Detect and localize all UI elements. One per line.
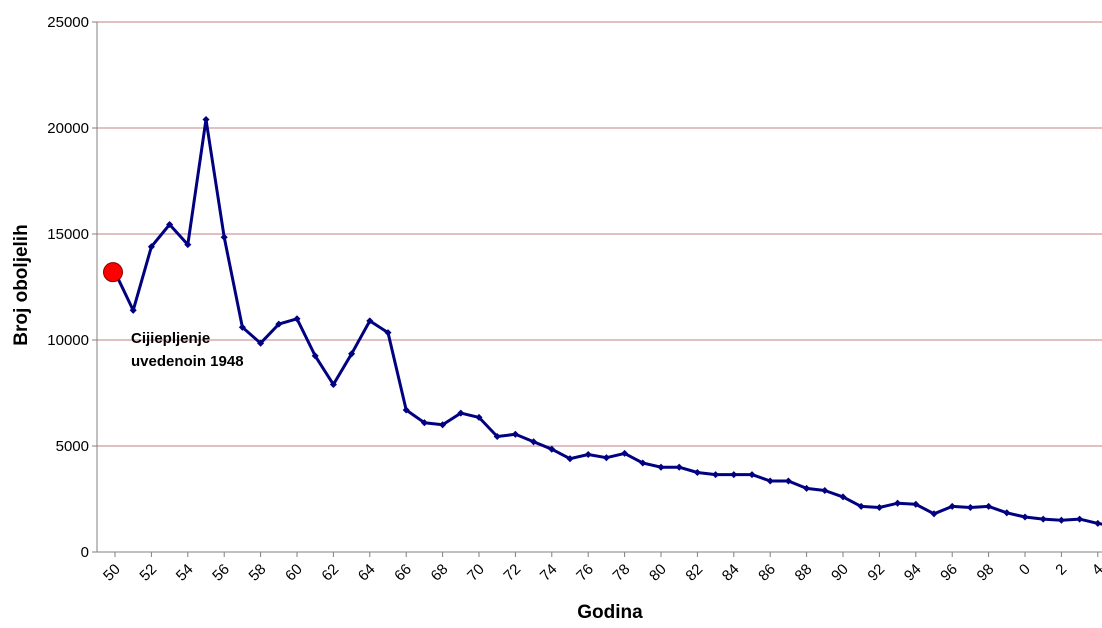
x-tick-label: 80: [646, 561, 670, 585]
x-tick-label: 86: [755, 561, 779, 585]
data-point: [511, 430, 519, 438]
data-point: [202, 115, 210, 124]
x-tick-label: 52: [136, 561, 160, 585]
x-tick-label: 54: [173, 561, 197, 585]
x-tick-label: 82: [682, 561, 706, 585]
data-point: [293, 315, 301, 323]
x-tick-label: 64: [355, 561, 379, 585]
data-point: [675, 463, 683, 471]
x-tick-label: 96: [937, 561, 961, 585]
y-tick-label: 10000: [47, 332, 89, 349]
x-tick-label: 94: [901, 561, 925, 585]
data-point: [184, 241, 192, 249]
annotation-line-2: uvedenoin 1948: [131, 353, 244, 370]
data-point: [348, 350, 356, 358]
y-axis-title: Broj oboljelih: [11, 224, 32, 345]
data-point: [530, 438, 538, 446]
x-tick-label: 58: [246, 561, 270, 585]
data-point: [1021, 513, 1029, 521]
data-point: [566, 455, 574, 463]
x-tick-label: 92: [864, 561, 888, 585]
data-point: [839, 493, 847, 501]
annotation-line-1: Cijiepljenje: [131, 330, 210, 347]
data-point: [1076, 515, 1084, 523]
data-point: [894, 499, 902, 507]
data-point: [621, 449, 629, 457]
data-point: [857, 502, 865, 510]
x-tick-label: 88: [792, 561, 816, 585]
x-tick-label: 50: [100, 561, 124, 585]
x-tick-labels: 50 52 54 56 58 60 62 64 66 68 70 72 74 76 78 80 82 84 86 88…: [100, 552, 1102, 585]
data-point: [912, 500, 920, 508]
x-tick-label: 78: [610, 561, 634, 585]
data-point: [766, 477, 774, 485]
data-point: [693, 468, 701, 477]
y-tick-label: 0: [81, 544, 89, 561]
x-tick-label: 0: [1016, 561, 1034, 579]
y-tick-label: 20000: [47, 120, 89, 137]
data-point: [275, 320, 283, 328]
x-tick-label: 76: [573, 561, 597, 585]
data-point: [238, 323, 246, 331]
x-axis-title: Godina: [577, 602, 643, 623]
data-point: [493, 432, 501, 441]
data-point: [730, 471, 738, 479]
y-tick-label: 25000: [47, 14, 89, 31]
x-tick-label: 90: [828, 561, 852, 585]
data-point: [821, 486, 829, 495]
data-point: [457, 409, 465, 417]
data-point: [875, 503, 883, 512]
data-point: [384, 329, 392, 337]
x-tick-label: 60: [282, 561, 306, 585]
data-point: [402, 406, 410, 414]
data-point: [748, 471, 756, 479]
gridlines: [97, 21, 1102, 447]
x-tick-label: 74: [537, 561, 561, 585]
data-point: [712, 471, 720, 479]
data-point: [602, 454, 610, 462]
data-point: [311, 352, 319, 360]
data-point: [166, 220, 174, 229]
series-line: [113, 118, 1102, 526]
y-tick-labels: 0 5000 10000 15000 20000 25000: [47, 14, 97, 561]
x-tick-label: 66: [391, 561, 415, 585]
x-tick-label: 72: [500, 561, 524, 585]
data-point: [257, 339, 265, 347]
data-point: [366, 317, 374, 325]
data-point: [147, 243, 155, 251]
data-point: [1094, 519, 1102, 527]
x-tick-label: 68: [428, 561, 452, 585]
data-point: [129, 306, 137, 314]
x-tick-label: 2: [1052, 561, 1070, 579]
x-tick-label: 98: [974, 561, 998, 585]
data-point: [584, 450, 592, 459]
data-point: [1003, 509, 1011, 517]
data-point: [639, 459, 647, 467]
x-tick-label: 62: [318, 561, 342, 585]
x-tick-label: 4: [1089, 561, 1102, 579]
data-point: [985, 502, 993, 510]
x-tick-label: 70: [464, 561, 488, 585]
y-tick-label: 15000: [47, 226, 89, 243]
data-point: [1039, 515, 1047, 523]
data-point: [948, 502, 956, 510]
data-point: [784, 477, 792, 485]
data-point: [930, 510, 938, 518]
y-tick-label: 5000: [56, 438, 89, 455]
data-point: [657, 463, 665, 471]
data-point: [220, 233, 228, 241]
vaccination-marker: [103, 262, 123, 283]
data-point: [803, 484, 811, 492]
data-point: [548, 445, 556, 453]
data-point: [966, 503, 974, 512]
data-point: [475, 413, 483, 421]
x-tick-label: 84: [719, 561, 743, 585]
series: [103, 115, 1102, 527]
data-point: [329, 380, 337, 389]
data-point: [1057, 516, 1065, 524]
data-point: [439, 421, 447, 429]
data-point: [420, 419, 428, 427]
x-tick-label: 56: [209, 561, 233, 585]
